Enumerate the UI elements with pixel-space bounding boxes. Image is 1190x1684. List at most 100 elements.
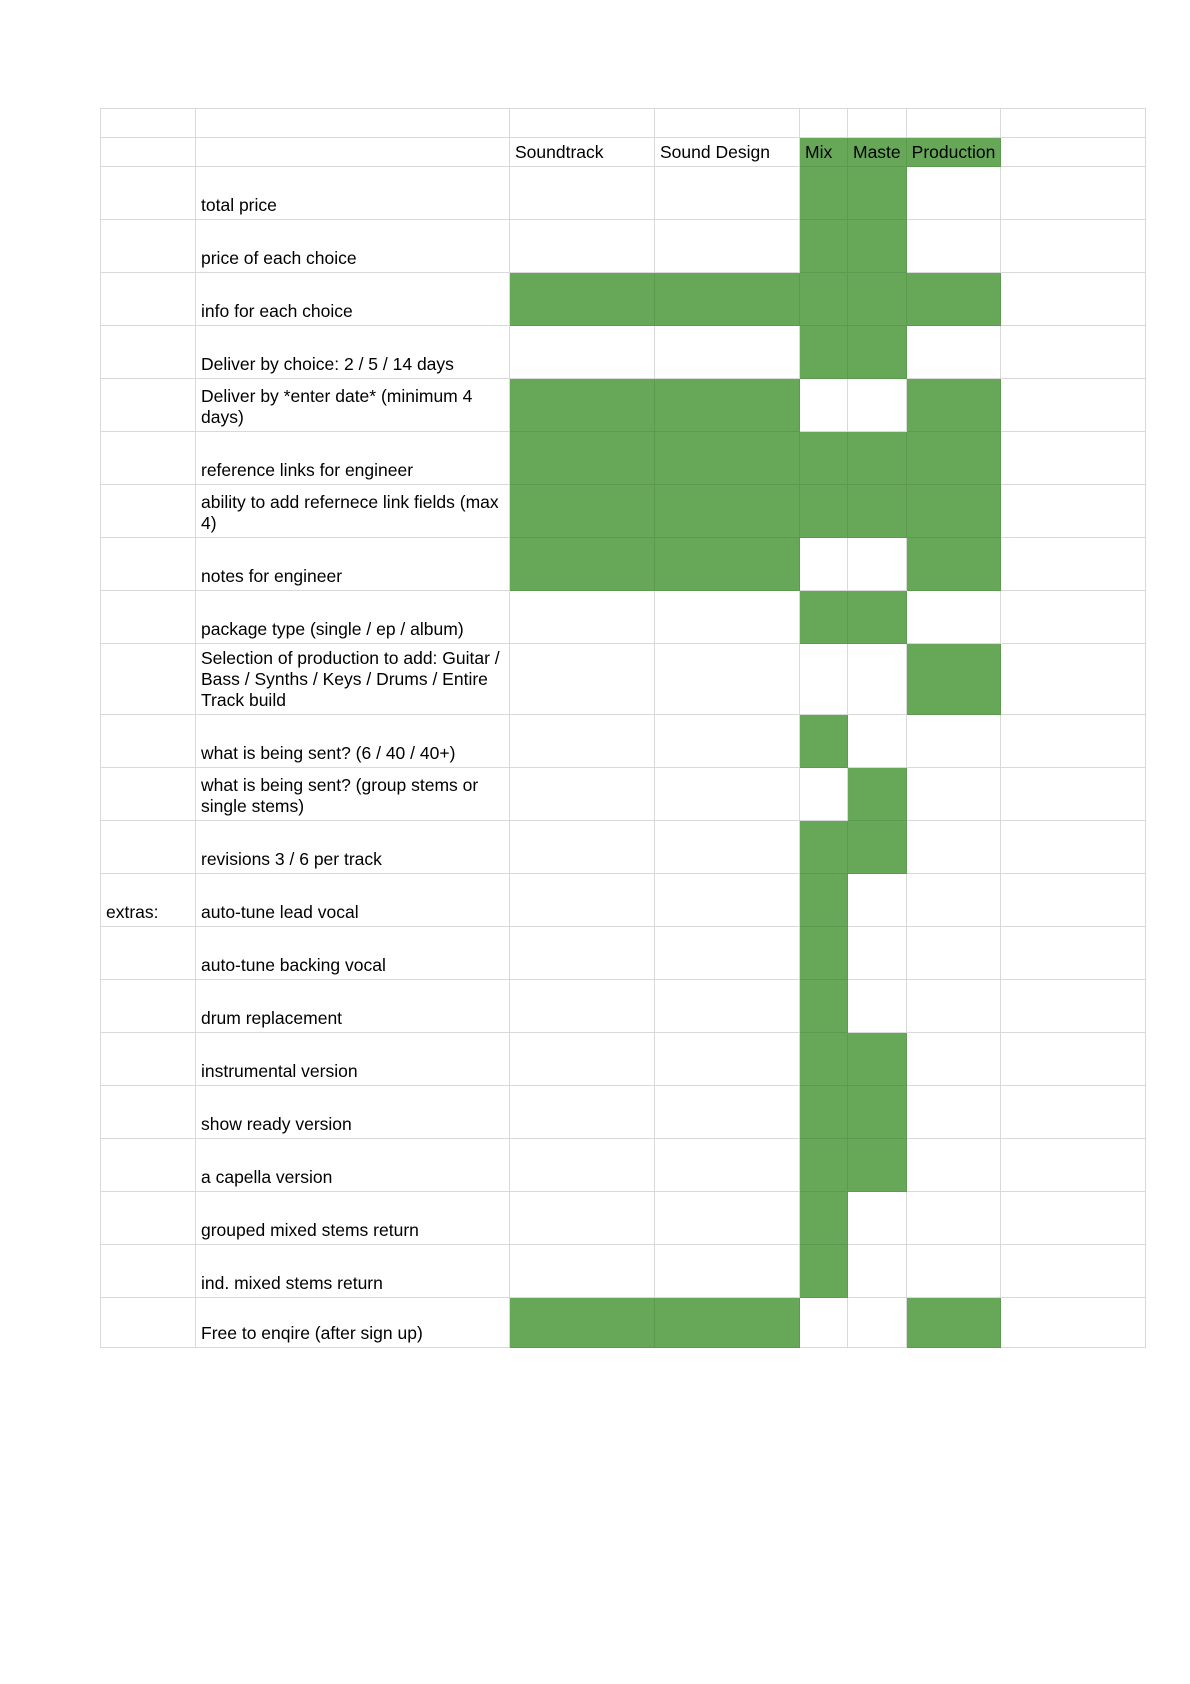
sheet-cell[interactable] xyxy=(1000,272,1147,326)
feature-empty-cell[interactable] xyxy=(905,979,1002,1033)
feature-label[interactable]: drum replacement xyxy=(195,979,510,1033)
feature-empty-cell[interactable] xyxy=(905,1032,1002,1086)
feature-label[interactable]: price of each choice xyxy=(195,219,510,273)
feature-empty-cell[interactable] xyxy=(654,1244,800,1298)
feature-check-cell[interactable] xyxy=(847,166,907,220)
extras-cell[interactable] xyxy=(100,643,196,715)
feature-label[interactable]: what is being sent? (group stems or sing… xyxy=(195,767,510,821)
extras-cell[interactable] xyxy=(100,325,196,379)
feature-check-cell[interactable] xyxy=(905,272,1002,326)
feature-empty-cell[interactable] xyxy=(654,590,800,644)
feature-check-cell[interactable] xyxy=(799,1191,848,1245)
feature-label[interactable]: Deliver by choice: 2 / 5 / 14 days xyxy=(195,325,510,379)
feature-check-cell[interactable] xyxy=(799,166,848,220)
extras-cell[interactable] xyxy=(100,1138,196,1192)
feature-label[interactable]: auto-tune lead vocal xyxy=(195,873,510,927)
feature-empty-cell[interactable] xyxy=(509,714,655,768)
feature-empty-cell[interactable] xyxy=(509,926,655,980)
feature-label[interactable]: Free to enqire (after sign up) xyxy=(195,1297,510,1348)
extras-cell[interactable] xyxy=(100,431,196,485)
extras-cell[interactable] xyxy=(100,272,196,326)
feature-empty-cell[interactable] xyxy=(905,767,1002,821)
feature-empty-cell[interactable] xyxy=(654,979,800,1033)
sheet-cell[interactable] xyxy=(100,108,196,138)
feature-empty-cell[interactable] xyxy=(509,1138,655,1192)
feature-empty-cell[interactable] xyxy=(509,590,655,644)
sheet-cell[interactable] xyxy=(1000,926,1147,980)
feature-check-cell[interactable] xyxy=(905,431,1002,485)
feature-check-cell[interactable] xyxy=(509,378,655,432)
sheet-cell[interactable] xyxy=(1000,325,1147,379)
feature-label[interactable]: notes for engineer xyxy=(195,537,510,591)
feature-empty-cell[interactable] xyxy=(847,714,907,768)
extras-cell[interactable] xyxy=(100,166,196,220)
feature-check-cell[interactable] xyxy=(509,272,655,326)
extras-cell[interactable] xyxy=(100,979,196,1033)
feature-check-cell[interactable] xyxy=(799,431,848,485)
feature-check-cell[interactable] xyxy=(654,431,800,485)
sheet-cell[interactable] xyxy=(1000,1297,1147,1348)
feature-empty-cell[interactable] xyxy=(905,1085,1002,1139)
sheet-cell[interactable] xyxy=(509,108,655,138)
feature-empty-cell[interactable] xyxy=(799,378,848,432)
sheet-cell[interactable] xyxy=(1000,873,1147,927)
feature-check-cell[interactable] xyxy=(509,484,655,538)
feature-check-cell[interactable] xyxy=(509,1297,655,1348)
feature-empty-cell[interactable] xyxy=(847,1297,907,1348)
feature-empty-cell[interactable] xyxy=(905,219,1002,273)
feature-empty-cell[interactable] xyxy=(905,926,1002,980)
feature-check-cell[interactable] xyxy=(509,537,655,591)
sheet-cell[interactable] xyxy=(1000,1191,1147,1245)
feature-label[interactable]: Selection of production to add: Guitar /… xyxy=(195,643,510,715)
feature-check-cell[interactable] xyxy=(847,431,907,485)
sheet-cell[interactable] xyxy=(1000,714,1147,768)
extras-cell[interactable] xyxy=(100,926,196,980)
feature-empty-cell[interactable] xyxy=(654,1032,800,1086)
feature-label[interactable]: Deliver by *enter date* (minimum 4 days) xyxy=(195,378,510,432)
feature-empty-cell[interactable] xyxy=(509,643,655,715)
feature-empty-cell[interactable] xyxy=(654,219,800,273)
feature-check-cell[interactable] xyxy=(654,537,800,591)
feature-empty-cell[interactable] xyxy=(799,767,848,821)
feature-empty-cell[interactable] xyxy=(654,873,800,927)
sheet-cell[interactable] xyxy=(1000,979,1147,1033)
feature-empty-cell[interactable] xyxy=(847,926,907,980)
feature-label[interactable]: reference links for engineer xyxy=(195,431,510,485)
feature-check-cell[interactable] xyxy=(847,1138,907,1192)
sheet-cell[interactable] xyxy=(1000,1085,1147,1139)
feature-check-cell[interactable] xyxy=(799,1138,848,1192)
sheet-cell[interactable] xyxy=(1000,1244,1147,1298)
extras-cell[interactable] xyxy=(100,1032,196,1086)
feature-empty-cell[interactable] xyxy=(654,1085,800,1139)
extras-cell[interactable] xyxy=(100,219,196,273)
feature-check-cell[interactable] xyxy=(799,1244,848,1298)
feature-check-cell[interactable] xyxy=(799,484,848,538)
sheet-cell[interactable] xyxy=(1000,484,1147,538)
sheet-cell[interactable] xyxy=(1000,137,1147,167)
feature-empty-cell[interactable] xyxy=(654,767,800,821)
feature-check-cell[interactable] xyxy=(509,431,655,485)
feature-empty-cell[interactable] xyxy=(509,166,655,220)
sheet-cell[interactable] xyxy=(195,108,510,138)
column-header-0[interactable]: Soundtrack xyxy=(509,137,655,167)
feature-check-cell[interactable] xyxy=(799,1032,848,1086)
sheet-cell[interactable] xyxy=(1000,108,1147,138)
sheet-cell[interactable] xyxy=(1000,767,1147,821)
feature-check-cell[interactable] xyxy=(799,272,848,326)
feature-check-cell[interactable] xyxy=(799,926,848,980)
feature-label[interactable]: show ready version xyxy=(195,1085,510,1139)
feature-empty-cell[interactable] xyxy=(509,820,655,874)
feature-label[interactable]: instrumental version xyxy=(195,1032,510,1086)
extras-label[interactable]: extras: xyxy=(100,873,196,927)
feature-check-cell[interactable] xyxy=(799,325,848,379)
feature-check-cell[interactable] xyxy=(905,1297,1002,1348)
feature-check-cell[interactable] xyxy=(799,979,848,1033)
column-header-3[interactable]: Maste xyxy=(847,137,907,167)
feature-label[interactable]: revisions 3 / 6 per track xyxy=(195,820,510,874)
feature-empty-cell[interactable] xyxy=(654,820,800,874)
extras-cell[interactable] xyxy=(100,378,196,432)
extras-cell[interactable] xyxy=(100,1085,196,1139)
feature-empty-cell[interactable] xyxy=(654,325,800,379)
feature-label[interactable]: total price xyxy=(195,166,510,220)
sheet-cell[interactable] xyxy=(1000,166,1147,220)
